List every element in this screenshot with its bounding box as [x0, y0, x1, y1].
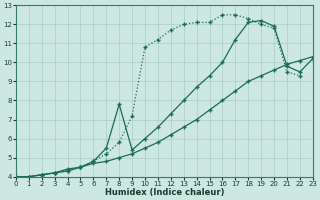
X-axis label: Humidex (Indice chaleur): Humidex (Indice chaleur) [105, 188, 224, 197]
